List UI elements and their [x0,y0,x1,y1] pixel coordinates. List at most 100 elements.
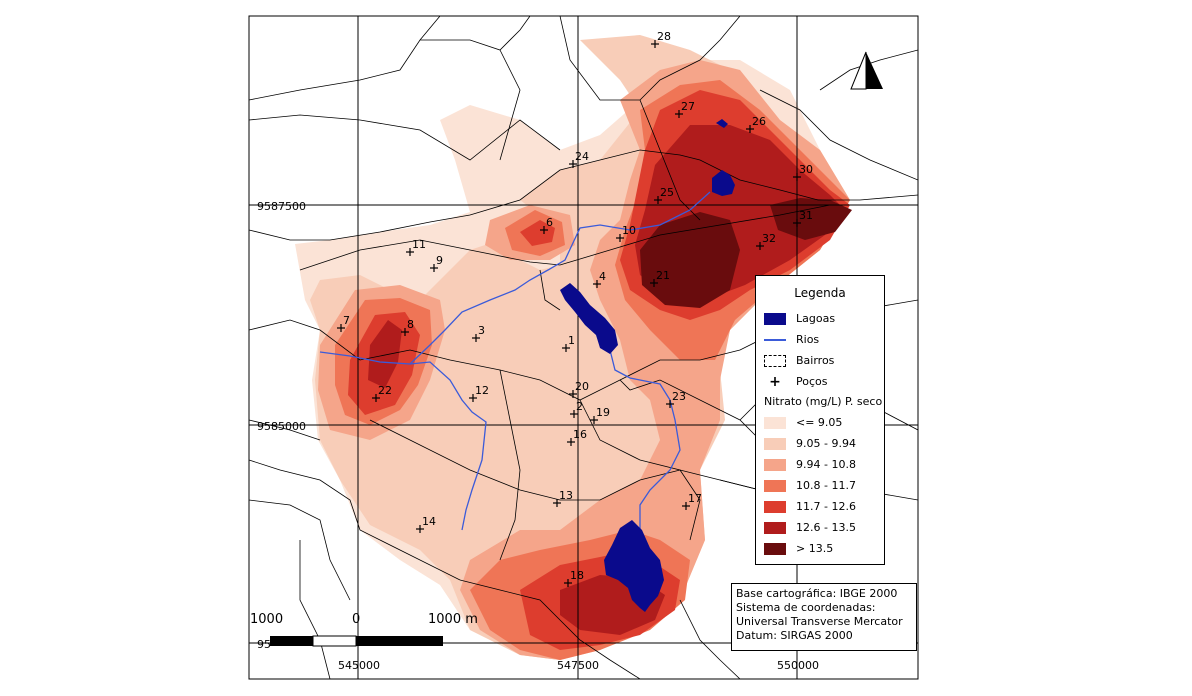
well-marker: 27 [675,100,695,118]
river [409,191,711,365]
well-label: 3 [478,324,485,337]
legend-label: Bairros [796,354,835,367]
bairros-boundaries [249,16,918,679]
well-marker: 8 [401,318,414,336]
grid-y-label: 9587500 [257,200,306,213]
north-arrow-icon [850,51,883,90]
legend-item-pocos: + Poços [756,371,884,392]
well-marker: 2 [570,400,583,418]
well-marker: 30 [793,163,813,181]
scale-segment [312,635,357,647]
well-label: 10 [622,224,636,237]
well-label: 23 [672,390,686,403]
legend-label: Poços [796,375,828,388]
well-marker: 31 [793,209,813,227]
legend-class-row: 11.7 - 12.6 [756,496,884,517]
bairro-line [759,89,918,181]
bairro-line [249,419,321,441]
class-swatch [764,542,786,555]
well-marker: 21 [650,269,670,287]
legend-classes-title: Nitrato (mg/L) P. seco [764,395,883,408]
well-marker: 24 [569,150,589,168]
well-marker: 14 [416,515,436,533]
legend-class-label: 9.94 - 10.8 [796,458,856,471]
well-marker: 4 [593,270,606,288]
legend-item-bairros: Bairros [756,350,884,371]
bairro-line [459,579,641,679]
lagoon [560,283,618,354]
well-label: 12 [475,384,489,397]
well-label: 13 [559,489,573,502]
legend-class-row: 9.05 - 9.94 [756,433,884,454]
well-marker: 26 [746,115,766,133]
well-marker: 10 [616,224,636,242]
bairro-line [579,399,701,541]
scale-label: 0 [352,612,361,627]
well-marker: 16 [567,428,587,446]
well-label: 24 [575,150,589,163]
grid-y-label: 95 [257,638,271,651]
credit-line: Datum: SIRGAS 2000 [736,629,853,642]
well-marker: 20 [569,380,589,398]
legend-class-label: > 13.5 [796,542,834,555]
scale-bar [270,635,443,647]
class-swatch [764,521,786,534]
credits-box: Base cartográfica: IBGE 2000 Sistema de … [731,583,917,651]
class-swatch [764,416,786,429]
river [319,351,487,531]
well-marker: 28 [651,30,671,48]
bairro-line [499,49,521,161]
legend-label: Lagoas [796,312,836,325]
class-swatch [764,437,786,450]
legend-classes: <= 9.05 9.05 - 9.94 9.94 - 10.8 10.8 - 11.7… [756,412,884,559]
well-marker: 1 [562,334,575,352]
well-marker: 25 [654,186,674,204]
well-label: 1 [568,334,575,347]
legend-class-row: > 13.5 [756,538,884,559]
well-marker: 18 [564,569,584,587]
legend-class-label: 12.6 - 13.5 [796,521,856,534]
well-label: 31 [799,209,813,222]
well-marker: 11 [406,238,426,256]
scale-label: 1000 m [428,612,478,627]
scale-segment [356,636,443,646]
well-label: 6 [546,216,553,229]
class-swatch [764,479,786,492]
credit-line: Sistema de coordenadas: [736,601,876,614]
river [609,349,681,530]
legend-title: Legenda [794,286,846,300]
class-swatch [764,500,786,513]
well-label: 25 [660,186,674,199]
well-label: 22 [378,384,392,397]
legend-class-row: 9.94 - 10.8 [756,454,884,475]
well-marker: 7 [337,314,350,332]
legend-class-row: 10.8 - 11.7 [756,475,884,496]
bairro-line [539,269,561,311]
class-swatch [764,458,786,471]
bairro-line [679,599,741,679]
well-marker: 13 [553,489,573,507]
bairro-line [369,419,761,501]
bairro-line [249,459,461,581]
well-marker: 22 [372,384,392,402]
lagoon-swatch [764,312,786,325]
river-swatch [764,338,786,341]
legend-class-label: <= 9.05 [796,416,843,429]
bairro-line [639,16,741,101]
grid-y-label: 9585000 [257,420,306,433]
legend: Legenda Lagoas Rios Bairros + Poços Nitr… [755,275,885,565]
legend-item-lagoas: Lagoas [756,308,884,329]
scale-label: 1000 [250,612,284,627]
scale-segment [270,636,313,646]
credit-line: Universal Transverse Mercator [736,615,903,628]
credit-line: Base cartográfica: IBGE 2000 [736,587,898,600]
bairro-line [249,16,441,101]
bairro-line [249,114,561,161]
well-label: 7 [343,314,350,327]
zone-gt-13-5 [640,198,852,308]
well-label: 27 [681,100,695,113]
well-label: 28 [657,30,671,43]
bairro-line [249,499,351,601]
